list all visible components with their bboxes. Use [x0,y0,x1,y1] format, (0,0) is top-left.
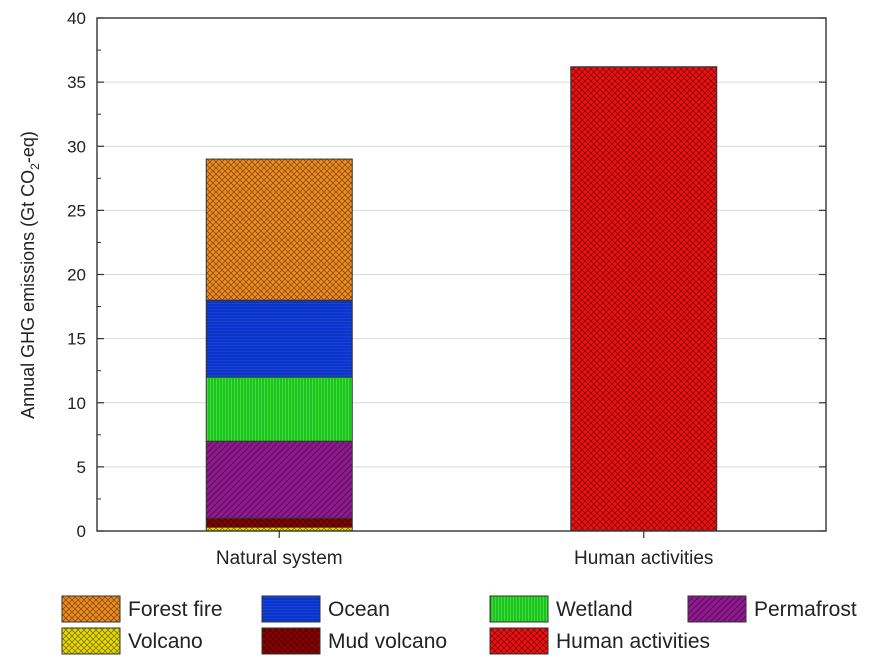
y-tick-label: 15 [67,330,86,349]
legend-swatch-forest-fire [61,595,121,623]
legend-label-ocean: Ocean [328,598,390,621]
bar-human-activities-human-activities [570,66,718,532]
y-tick-label: 10 [67,394,86,413]
y-axis-title-sub: 2 [28,163,42,170]
x-axis: Natural system Human activities [216,531,713,569]
x-tick-label: Natural system [216,548,343,569]
y-axis-title-end: -eq) [18,131,38,163]
legend-label-permafrost: Permafrost [754,598,857,621]
y-tick-label: 25 [67,201,86,220]
legend-label-volcano: Volcano [128,630,203,653]
legend: Forest fire Ocean Wetland Permafrost Volcano… [61,595,857,655]
legend-swatch-ocean [261,595,321,623]
x-tick-label: Human activities [574,548,713,569]
legend-swatch-human-activities [489,627,549,655]
legend-swatch-mud-volcano [261,627,321,655]
legend-label-forest-fire: Forest fire [128,598,223,621]
y-axis-title-main: Annual GHG emissions (Gt CO [18,170,38,419]
legend-label-wetland: Wetland [556,598,633,621]
bars [205,66,718,532]
legend-label-human-activities: Human activities [556,630,710,653]
legend-swatch-volcano [61,627,121,655]
bar-natural-system-mud-volcano [205,517,353,528]
y-tick-label: 20 [67,266,86,285]
bar-natural-system-permafrost [205,440,353,519]
y-tick-label: 30 [67,137,86,156]
legend-swatch-permafrost [687,595,747,623]
bar-natural-system-ocean [205,299,353,378]
y-axis-title: Annual GHG emissions (Gt CO2-eq) [18,131,42,419]
y-tick-label: 0 [77,522,86,541]
y-tick-label: 35 [67,73,86,92]
legend-swatch-wetland [489,595,549,623]
y-tick-label: 40 [67,9,86,28]
y-tick-label: 5 [77,458,86,477]
bar-natural-system-forest-fire [205,158,353,301]
legend-label-mud-volcano: Mud volcano [328,630,447,653]
y-axis: 0 5 10 15 20 25 30 35 40 [67,9,826,541]
bar-natural-system-wetland [205,376,353,442]
